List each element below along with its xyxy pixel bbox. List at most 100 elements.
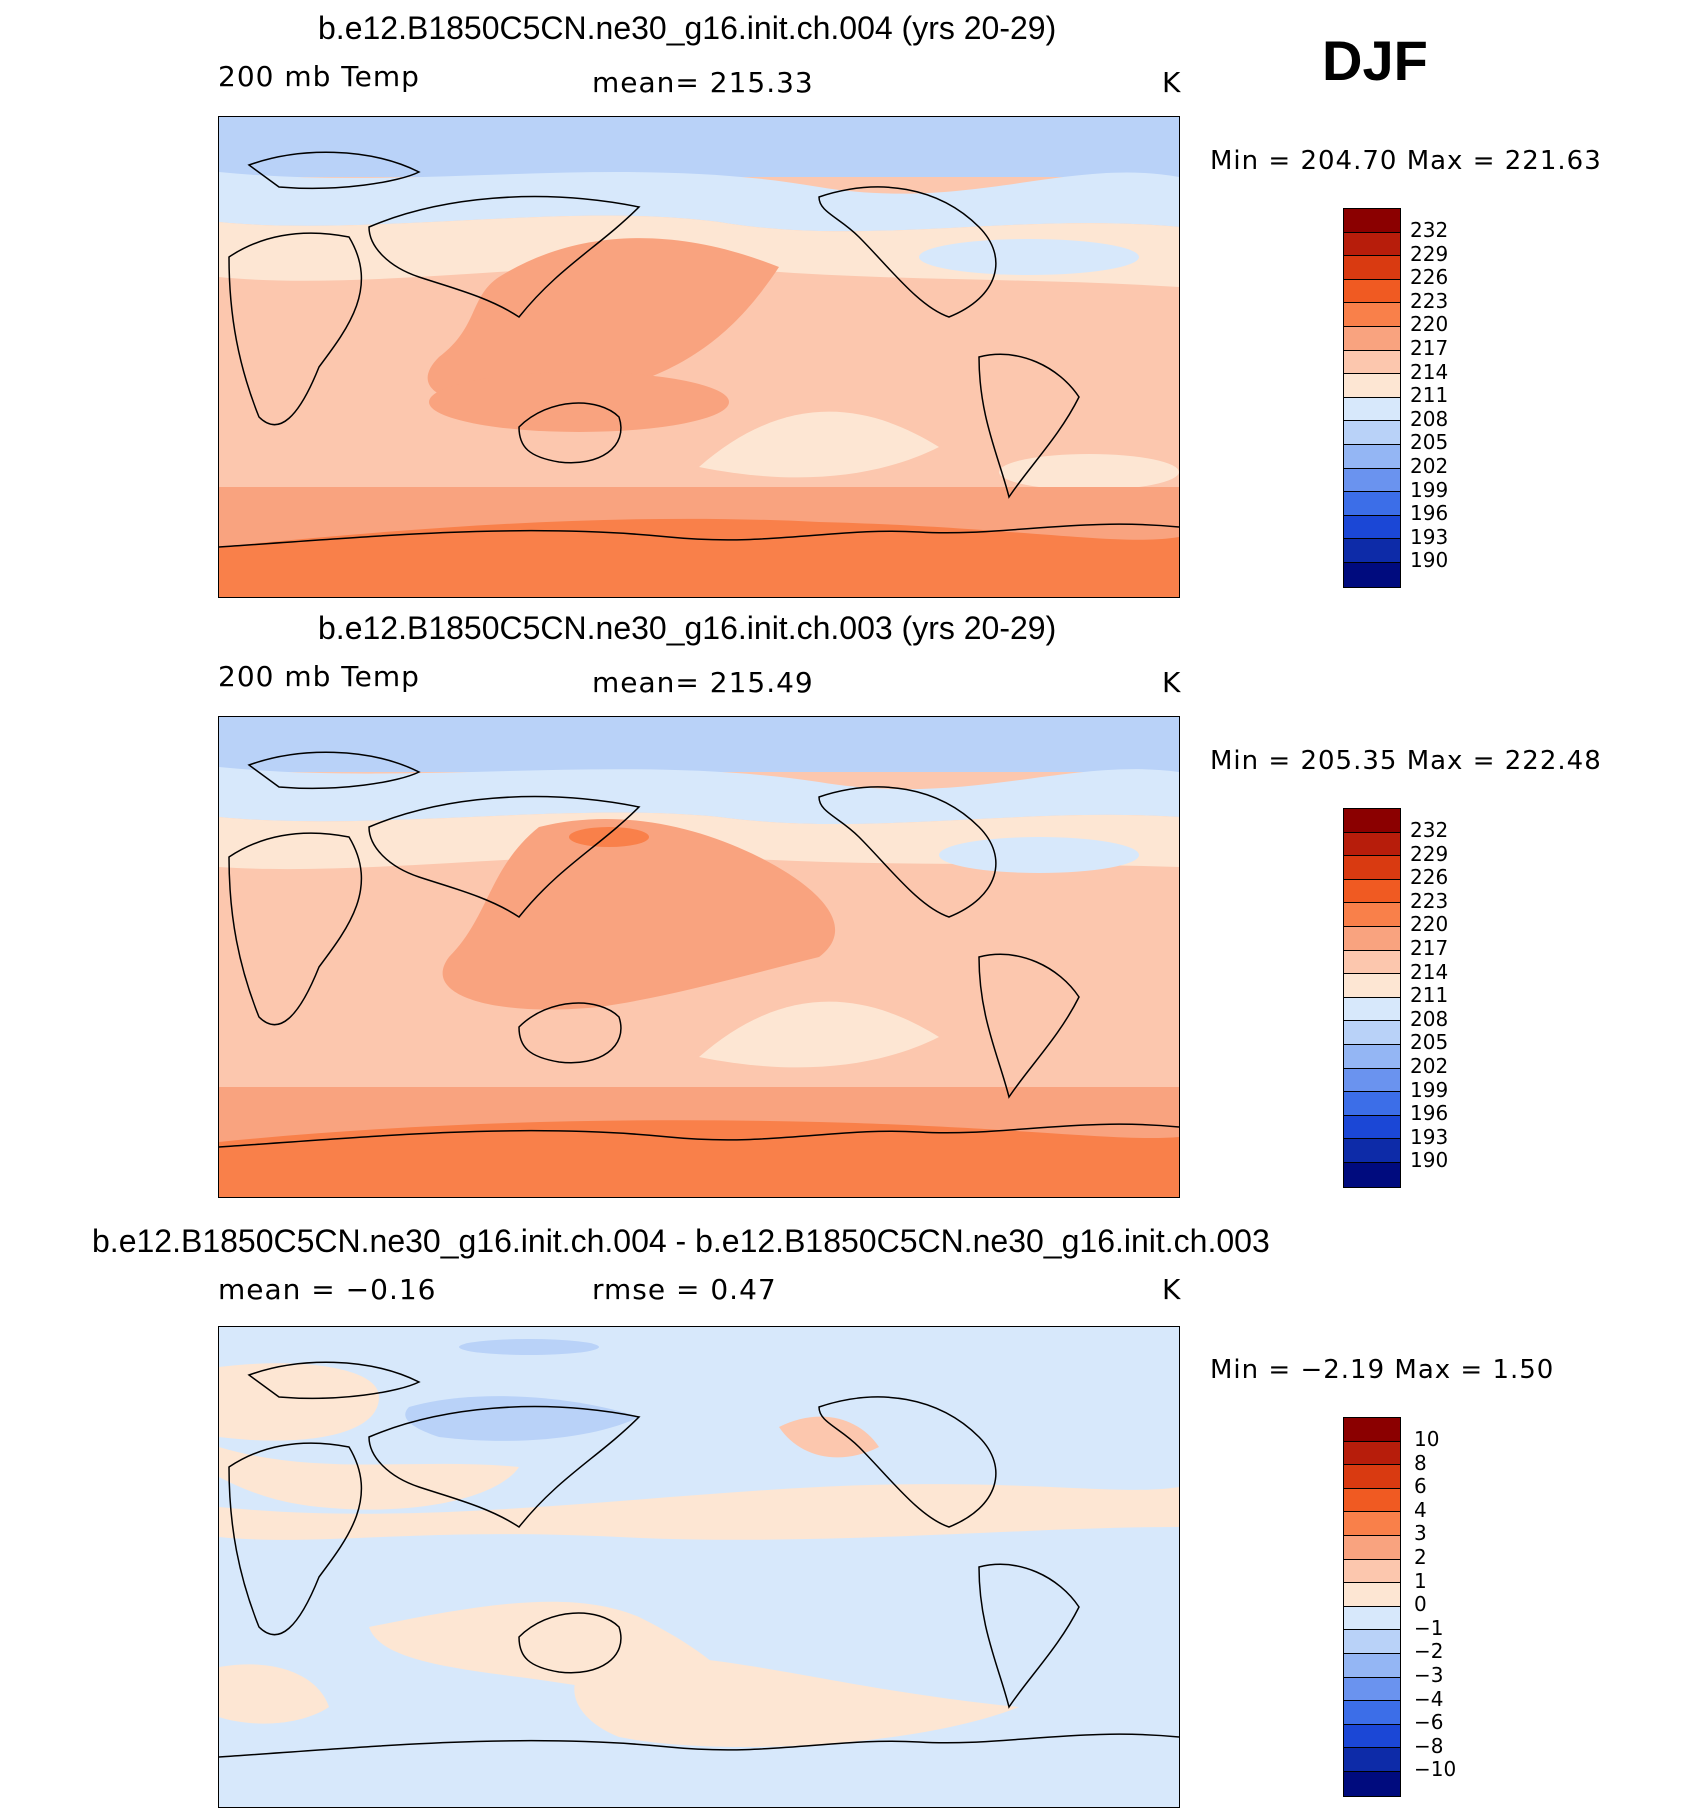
colorbar-tick-label: 190 (1410, 548, 1449, 573)
colorbar-swatch (1344, 515, 1400, 540)
colorbar-swatch (1344, 1115, 1400, 1140)
colorbar-tick-label: 232 (1410, 818, 1449, 842)
colorbar-tick-label: 202 (1410, 454, 1449, 478)
colorbar-tick-label: 214 (1410, 959, 1449, 984)
colorbar-swatch (1344, 397, 1400, 422)
colorbar-tick-label: 1 (1414, 1568, 1427, 1593)
colorbar-tick-label: 193 (1410, 1124, 1449, 1149)
mean-label: mean= 215.33 (592, 66, 814, 99)
colorbar-tick-label: 196 (1410, 1101, 1449, 1126)
map-panel-3 (218, 1326, 1180, 1808)
colorbar-swatch (1344, 492, 1400, 516)
panel-title: b.e12.B1850C5CN.ne30_g16.init.ch.004 - b… (92, 1223, 1270, 1259)
colorbar-swatch (1344, 468, 1400, 493)
colorbar-swatch (1344, 1583, 1400, 1607)
colorbar-swatch (1344, 1724, 1400, 1749)
colorbar-swatch (1344, 997, 1400, 1022)
colorbar-tick-label: 4 (1414, 1497, 1427, 1522)
colorbar-tick-label: 217 (1410, 336, 1449, 360)
colorbar-tick-label: −6 (1414, 1710, 1444, 1735)
colorbar-swatch (1344, 1701, 1400, 1725)
mean-label: mean = −0.16 (218, 1273, 437, 1306)
colorbar-swatch (1344, 856, 1400, 880)
colorbar-swatch (1344, 1021, 1400, 1045)
colorbar-tick-label: 10 (1414, 1427, 1440, 1451)
colorbar-swatch (1344, 562, 1400, 587)
colorbar-tick-label: 229 (1410, 841, 1449, 866)
season-label: DJF (1322, 29, 1428, 92)
colorbar-tick-label: −2 (1414, 1639, 1444, 1664)
units-label: K (1162, 666, 1182, 699)
colorbar-swatch (1344, 1606, 1400, 1631)
colorbar-swatch (1344, 1092, 1400, 1116)
colorbar-tick-label: 229 (1410, 241, 1449, 266)
colorbar-swatch (1344, 1044, 1400, 1069)
colorbar-swatch (1344, 326, 1400, 351)
panel-title: b.e12.B1850C5CN.ne30_g16.init.ch.003 (yr… (318, 610, 1057, 646)
colorbar-swatch (1344, 1512, 1400, 1536)
colorbar-tick-label: −1 (1414, 1615, 1444, 1640)
colorbar-swatch (1344, 832, 1400, 857)
colorbar (1343, 208, 1401, 588)
colorbar-swatch (1344, 279, 1400, 304)
colorbar-swatch (1344, 444, 1400, 469)
colorbar-swatch (1344, 1418, 1400, 1442)
rmse-label: rmse = 0.47 (592, 1273, 777, 1306)
colorbar-swatch (1344, 1771, 1400, 1796)
colorbar-swatch (1344, 1653, 1400, 1678)
colorbar (1343, 1417, 1401, 1797)
colorbar-swatch (1344, 374, 1400, 398)
colorbar-tick-label: 202 (1410, 1054, 1449, 1078)
panel-ch004: b.e12.B1850C5CN.ne30_g16.init.ch.004 (yr… (0, 0, 1702, 600)
colorbar-swatch (1344, 539, 1400, 563)
colorbar-swatch (1344, 950, 1400, 975)
colorbar (1343, 808, 1401, 1188)
colorbar-tick-label: −10 (1414, 1757, 1457, 1782)
colorbar-tick-label: 226 (1410, 265, 1449, 290)
colorbar-swatch (1344, 1162, 1400, 1187)
colorbar-tick-label: 196 (1410, 501, 1449, 526)
colorbar-swatch (1344, 303, 1400, 327)
panel-ch003: b.e12.B1850C5CN.ne30_g16.init.ch.003 (yr… (0, 600, 1702, 1200)
colorbar-swatch (1344, 1748, 1400, 1772)
colorbar-swatch (1344, 903, 1400, 927)
colorbar-swatch (1344, 232, 1400, 257)
colorbar-tick-label: 220 (1410, 312, 1449, 337)
colorbar-tick-label: 208 (1410, 1006, 1449, 1031)
colorbar-swatch (1344, 1559, 1400, 1584)
colorbar-tick-label: 223 (1410, 888, 1449, 913)
colorbar-swatch (1344, 1441, 1400, 1466)
minmax-label: Min = 205.35 Max = 222.48 (1210, 746, 1602, 776)
panel-difference: b.e12.B1850C5CN.ne30_g16.init.ch.004 - b… (0, 1205, 1702, 1808)
colorbar-tick-label: 190 (1410, 1148, 1449, 1173)
map-panel-2 (218, 716, 1180, 1198)
colorbar-tick-label: 6 (1414, 1474, 1427, 1499)
colorbar-tick-label: 199 (1410, 1077, 1449, 1102)
colorbar-tick-label: 214 (1410, 359, 1449, 384)
colorbar-tick-label: 226 (1410, 865, 1449, 890)
colorbar-tick-label: 2 (1414, 1545, 1427, 1569)
colorbar-tick-label: 205 (1410, 430, 1449, 455)
colorbar-tick-label: −3 (1414, 1663, 1444, 1687)
colorbar-swatch (1344, 1630, 1400, 1654)
colorbar-swatch (1344, 879, 1400, 904)
colorbar-swatch (1344, 1139, 1400, 1163)
colorbar-tick-label: 217 (1410, 936, 1449, 960)
colorbar-swatch (1344, 926, 1400, 951)
mean-label: mean= 215.49 (592, 666, 814, 699)
colorbar-tick-label: −8 (1414, 1733, 1444, 1758)
variable-label: 200 mb Temp (218, 60, 420, 93)
colorbar-tick-label: 223 (1410, 288, 1449, 313)
colorbar-swatch (1344, 350, 1400, 375)
units-label: K (1162, 1273, 1182, 1306)
colorbar-swatch (1344, 421, 1400, 445)
colorbar-tick-label: 199 (1410, 477, 1449, 502)
colorbar-tick-label: 208 (1410, 406, 1449, 431)
colorbar-swatch (1344, 1488, 1400, 1513)
variable-label: 200 mb Temp (218, 660, 420, 693)
colorbar-tick-label: 232 (1410, 218, 1449, 242)
colorbar-swatch (1344, 209, 1400, 233)
colorbar-tick-label: 193 (1410, 524, 1449, 549)
colorbar-tick-label: 3 (1414, 1521, 1427, 1546)
minmax-label: Min = 204.70 Max = 221.63 (1210, 146, 1602, 176)
